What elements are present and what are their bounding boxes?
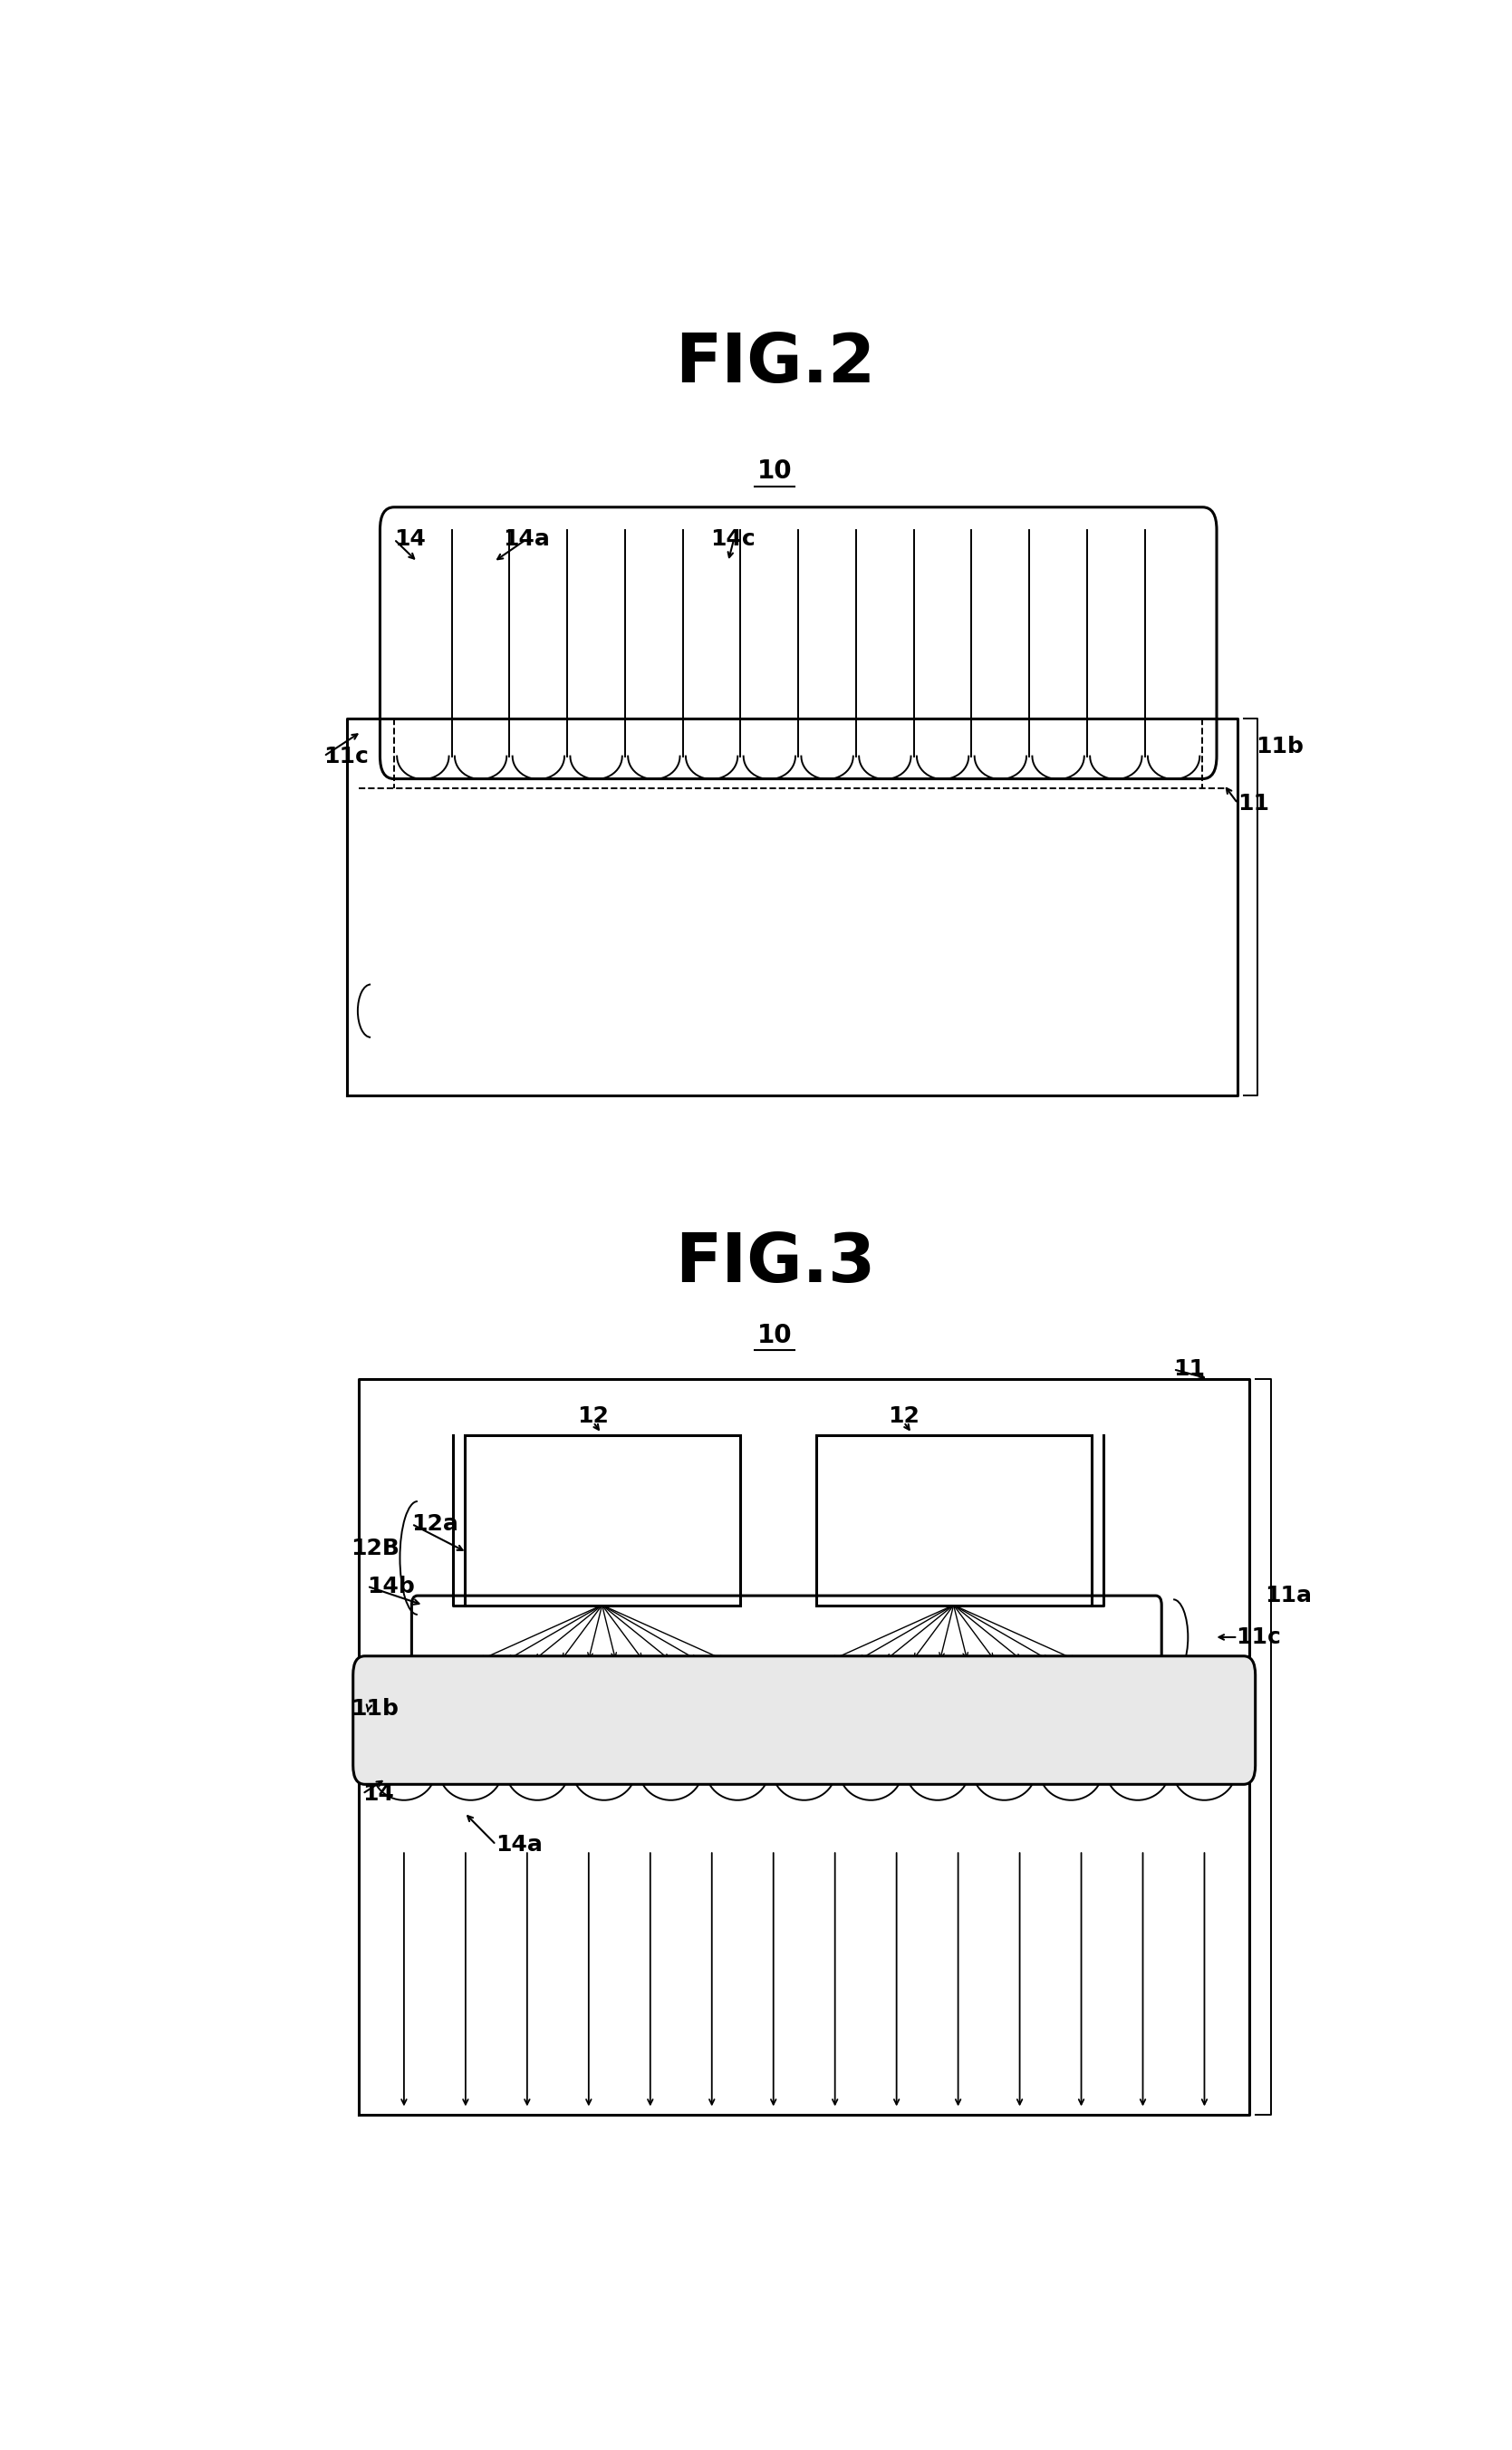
Text: 14: 14 xyxy=(395,529,426,551)
Text: 12: 12 xyxy=(578,1406,609,1428)
Text: 10: 10 xyxy=(758,458,792,485)
Text: 11: 11 xyxy=(1238,791,1270,813)
Text: 12B: 12B xyxy=(351,1539,399,1558)
Text: 14a: 14a xyxy=(503,529,550,551)
Text: 14b: 14b xyxy=(367,1575,414,1597)
Text: 14a: 14a xyxy=(496,1835,543,1855)
Text: FIG.2: FIG.2 xyxy=(674,331,875,397)
Text: FIG.3: FIG.3 xyxy=(674,1230,875,1296)
Text: 11c: 11c xyxy=(324,745,369,767)
Text: 11b: 11b xyxy=(351,1698,399,1720)
FancyBboxPatch shape xyxy=(352,1656,1255,1784)
Text: 11c: 11c xyxy=(1235,1627,1281,1649)
Text: 10: 10 xyxy=(758,1323,792,1348)
Bar xyxy=(816,1436,1092,1605)
Text: 11a: 11a xyxy=(1264,1585,1312,1607)
Text: 14: 14 xyxy=(363,1784,395,1806)
Bar xyxy=(464,1436,739,1605)
Text: 11b: 11b xyxy=(1255,735,1303,757)
Text: 14c: 14c xyxy=(711,529,756,551)
Text: 12a: 12a xyxy=(411,1514,458,1534)
Text: 12: 12 xyxy=(888,1406,919,1428)
Text: 11: 11 xyxy=(1173,1357,1205,1379)
